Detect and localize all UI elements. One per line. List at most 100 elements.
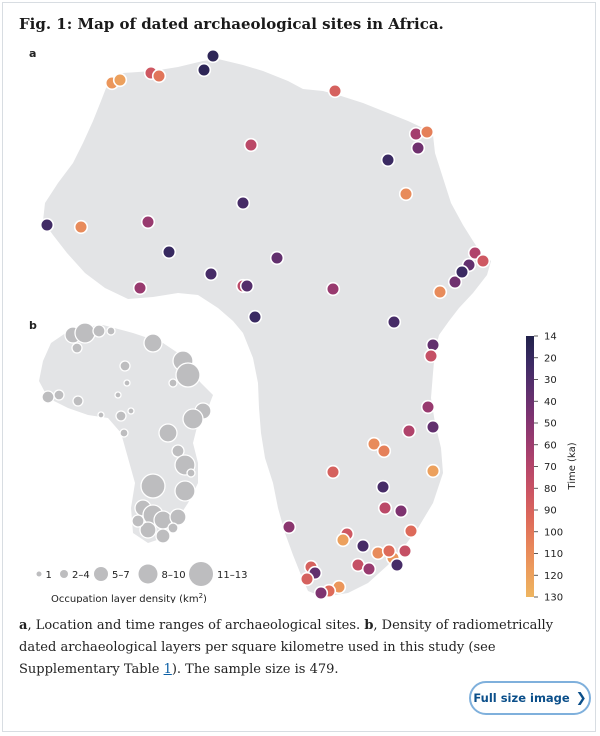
full-size-image-button[interactable]: Full size image ❯ [469,681,591,715]
colorbar-tick-label: 30 [544,375,557,386]
site-marker [335,532,351,548]
chevron-right-icon: ❯ [575,690,587,706]
density-bubble [127,407,135,415]
legend-size-circle [36,571,42,577]
density-bubble [71,342,83,354]
caption-a-label: a [19,618,28,633]
site-marker [376,443,392,459]
site-marker [398,186,414,202]
legend-size-circle [189,562,213,586]
colorbar-tick-label: 130 [544,593,563,604]
site-marker [281,519,297,535]
legend-size-label: 1 [46,570,52,581]
site-marker [203,266,219,282]
site-marker [393,503,409,519]
density-bubble [140,473,166,499]
colorbar-tick-label: 50 [544,419,557,430]
density-bubble [119,428,129,438]
density-bubble [92,324,106,338]
site-marker [447,274,463,290]
legend-size-label: 5–7 [112,570,130,581]
figure-title: Fig. 1: Map of dated archaeological site… [19,15,444,33]
density-bubble [97,411,105,419]
legend-size-circle [94,567,108,581]
site-marker [151,68,167,84]
site-marker [299,571,315,587]
caption-b-end: ). The sample size is 479. [171,662,339,677]
colorbar-tick-label: 90 [544,506,557,517]
colorbar-tick-label: 40 [544,397,557,408]
site-marker [377,500,393,516]
site-marker [425,463,441,479]
site-marker [239,278,255,294]
density-bubble [123,379,131,387]
legend-size-label: 2–4 [72,570,90,581]
colorbar-title: Time (ka) [567,442,578,490]
site-marker [475,253,491,269]
density-bubble [131,514,145,528]
density-bubble [53,389,65,401]
density-bubble [169,508,187,526]
site-marker [39,217,55,233]
density-bubble [114,391,122,399]
panel-b-label: b [29,319,37,332]
density-bubble [74,322,96,344]
site-marker [397,543,413,559]
panel-a-label: a [29,47,37,60]
legend-size-circle [138,564,158,584]
caption-b-label: b [364,618,374,633]
site-marker [381,543,397,559]
site-marker [410,140,426,156]
site-marker [132,280,148,296]
site-marker [389,557,405,573]
colorbar-tick-label: 80 [544,484,557,495]
colorbar-tick-label: 70 [544,462,557,473]
site-marker [375,479,391,495]
legend-size-label: 8–10 [162,570,186,581]
site-marker [432,284,448,300]
density-bubble [155,528,171,544]
supplementary-table-link[interactable]: 1 [163,662,172,677]
site-marker [425,419,441,435]
density-bubble [175,362,201,388]
site-marker [73,219,89,235]
density-bubble [72,395,84,407]
density-bubble [167,522,179,534]
site-marker [355,538,371,554]
site-marker [419,124,435,140]
site-marker [403,523,419,539]
site-marker [313,585,329,601]
site-marker [361,561,377,577]
site-marker [327,83,343,99]
site-marker [325,281,341,297]
site-marker [454,264,470,280]
site-marker [235,195,251,211]
site-marker [401,423,417,439]
colorbar-tick-label: 20 [544,353,557,364]
site-marker [423,348,439,364]
caption-b-text: , Density of radiometrically dated archa… [19,618,554,677]
site-marker [325,464,341,480]
density-bubble [119,360,131,372]
density-bubble [168,378,178,388]
colorbar-tick-label: 120 [544,571,563,582]
density-bubble [106,326,116,336]
site-marker [247,309,263,325]
colorbar-gradient [526,336,534,597]
colorbar-tick-label: 60 [544,440,557,451]
density-bubble [143,333,163,353]
site-marker [386,314,402,330]
colorbar-tick-label: 110 [544,549,563,560]
full-size-image-label: Full size image [473,691,570,705]
density-bubble [174,480,196,502]
site-marker [380,152,396,168]
legend-title: Occupation layer density (km2) [51,592,207,603]
density-bubble [139,521,157,539]
density-bubble [41,390,55,404]
caption-a-text: , Location and time ranges of archaeolog… [27,618,365,633]
site-marker [205,48,221,64]
site-marker [161,244,177,260]
colorbar-tick-label: 14 [544,332,557,343]
site-marker [366,436,382,452]
